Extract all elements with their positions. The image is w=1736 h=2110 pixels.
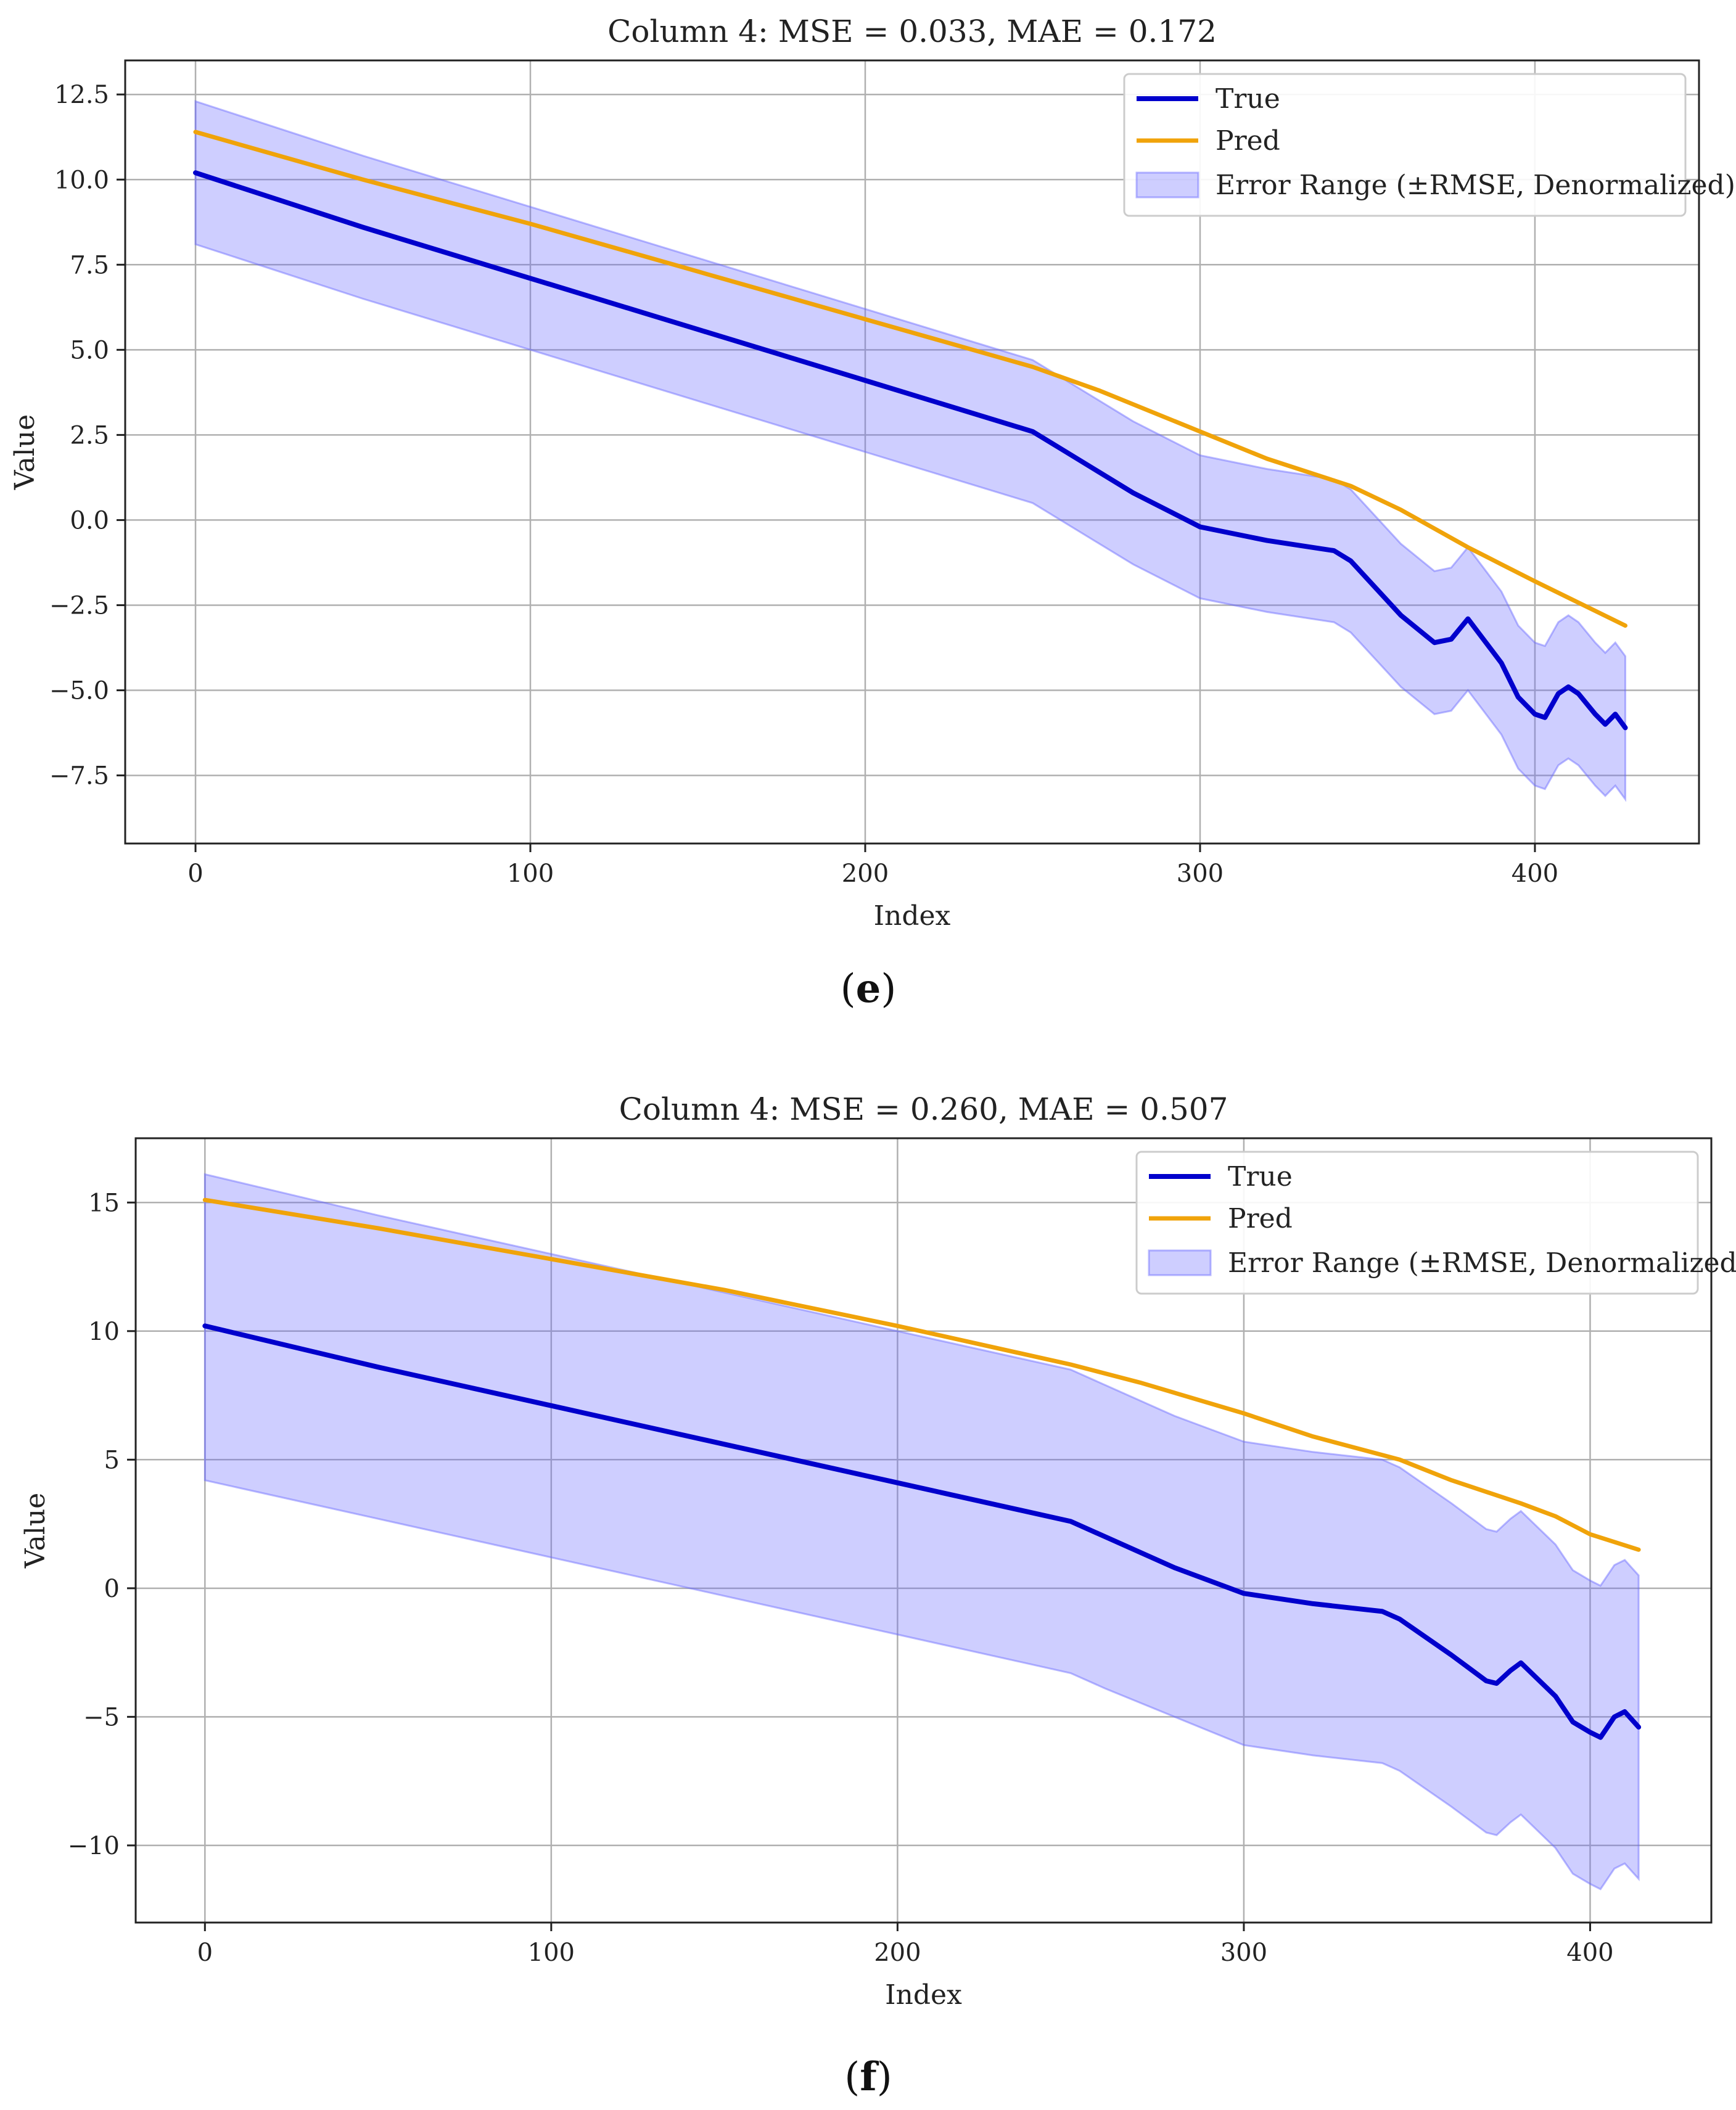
plot-frame bbox=[134, 1137, 1713, 1924]
y-tick-label: −10 bbox=[68, 1832, 120, 1860]
y-tick-label: 15 bbox=[88, 1189, 120, 1217]
x-tick-label: 300 bbox=[1177, 860, 1224, 888]
x-tick-label: 200 bbox=[842, 860, 889, 888]
panel-letter: f bbox=[860, 2054, 879, 2100]
legend: True Pred Error Range (±RMSE, Denormalized… bbox=[1123, 73, 1735, 217]
series-error-range-band bbox=[194, 100, 1626, 802]
y-tick-label: −5.0 bbox=[49, 677, 109, 705]
legend-label: True bbox=[1216, 83, 1280, 115]
chart-title: Column 4: MSE = 0.260, MAE = 0.507 bbox=[619, 1091, 1228, 1127]
x-tick-label: 300 bbox=[1220, 1939, 1267, 1967]
chart-title: Column 4: MSE = 0.033, MAE = 0.172 bbox=[607, 14, 1217, 49]
legend-swatch-error-range bbox=[1148, 1249, 1212, 1276]
series-pred-line bbox=[202, 1197, 1641, 1552]
plot-area bbox=[193, 100, 1628, 802]
legend-box bbox=[1123, 73, 1687, 217]
y-tick-label: −5 bbox=[83, 1703, 120, 1731]
y-tick-label: 12.5 bbox=[54, 81, 109, 109]
y-axis-label: Value bbox=[9, 414, 41, 490]
panel-letter: e bbox=[856, 966, 881, 1012]
legend-swatch-error-range bbox=[1135, 171, 1199, 199]
series-true-line bbox=[202, 1323, 1642, 1740]
y-tick-label: 7.5 bbox=[70, 251, 109, 279]
panel-label: (e) bbox=[841, 966, 897, 1012]
x-tick-label: 100 bbox=[528, 1939, 575, 1967]
x-tick-label: 200 bbox=[874, 1939, 921, 1967]
x-axis-label: Index bbox=[874, 900, 951, 932]
y-tick-label: −2.5 bbox=[49, 591, 109, 620]
series-error-range-band bbox=[204, 1173, 1640, 1890]
y-tick-label: 2.5 bbox=[70, 421, 109, 450]
y-tick-label: 5.0 bbox=[70, 336, 109, 364]
legend: True Pred Error Range (±RMSE, Denormalized… bbox=[1135, 1151, 1736, 1295]
x-tick-label: 0 bbox=[187, 860, 203, 888]
y-tick-label: 5 bbox=[104, 1446, 120, 1474]
x-tick-label: 400 bbox=[1566, 1939, 1613, 1967]
legend-label: Error Range (±RMSE, Denormalized) bbox=[1228, 1247, 1736, 1279]
legend-label: True bbox=[1228, 1161, 1293, 1193]
x-tick-label: 400 bbox=[1512, 860, 1558, 888]
x-tick-label: 0 bbox=[197, 1939, 213, 1967]
chart-panel-e: Column 4: MSE = 0.033, MAE = 0.172 0 100 20… bbox=[9, 14, 1735, 1012]
legend-box bbox=[1135, 1151, 1699, 1295]
legend-label: Error Range (±RMSE, Denormalized) bbox=[1216, 170, 1735, 201]
y-axis-label: Value bbox=[20, 1493, 51, 1569]
plot-frame bbox=[124, 59, 1700, 845]
x-tick-label: 100 bbox=[507, 860, 554, 888]
x-axis-label: Index bbox=[885, 1979, 962, 2011]
y-tick-label: −7.5 bbox=[49, 762, 109, 790]
series-pred-line bbox=[193, 129, 1627, 628]
y-tick-label: 0 bbox=[104, 1575, 120, 1603]
legend-label: Pred bbox=[1216, 125, 1280, 157]
legend-label: Pred bbox=[1228, 1203, 1293, 1234]
y-tick-label: 10 bbox=[88, 1318, 120, 1346]
series-true-line bbox=[193, 170, 1628, 731]
y-tick-label: 0.0 bbox=[70, 506, 109, 535]
panel-label: (f) bbox=[844, 2054, 892, 2100]
plot-area bbox=[202, 1173, 1642, 1890]
y-tick-label: 10.0 bbox=[54, 166, 109, 194]
